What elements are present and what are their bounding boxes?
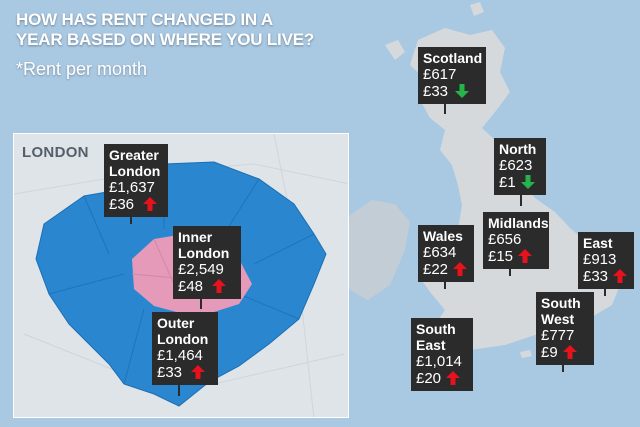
wales-label: Wales £634 £22 xyxy=(418,225,474,282)
scotland-name: Scotland xyxy=(423,50,483,66)
midlands-label: Midlands £656 £15 xyxy=(483,212,549,269)
north-change: £1 xyxy=(499,174,516,191)
arrow-up-icon xyxy=(518,249,532,263)
inner-london-label: Inner London £2,549 £48 xyxy=(173,226,241,299)
london-label: LONDON xyxy=(22,144,89,161)
east-pin xyxy=(604,284,606,296)
south-west-name-1: South xyxy=(541,295,581,311)
greater-london-label: Greater London £1,637 £36 xyxy=(104,144,168,217)
outer-london-pin xyxy=(178,382,180,396)
arrow-up-icon xyxy=(563,345,577,359)
title-line-2: YEAR BASED ON WHERE YOU LIVE? xyxy=(16,30,315,49)
south-east-name-2: East xyxy=(416,337,446,353)
scotland-pin xyxy=(444,102,446,114)
wales-name: Wales xyxy=(423,228,463,244)
arrow-down-icon xyxy=(521,175,535,189)
arrow-up-icon xyxy=(453,262,467,276)
midlands-rent: £656 xyxy=(488,231,522,248)
arrow-up-icon xyxy=(212,279,226,293)
east-name: East xyxy=(583,235,613,251)
north-name: North xyxy=(499,141,537,157)
greater-london-name-2: London xyxy=(109,163,161,179)
north-label: North £623 £1 xyxy=(494,138,546,195)
wales-pin xyxy=(444,277,446,289)
midlands-pin xyxy=(509,264,511,276)
outer-london-rent: £1,464 xyxy=(157,347,203,364)
south-west-name-2: West xyxy=(541,311,575,327)
inner-london-change: £48 xyxy=(178,278,204,295)
midlands-name: Midlands xyxy=(488,215,549,231)
arrow-up-icon xyxy=(191,365,205,379)
scotland-label: Scotland £617 £33 xyxy=(418,47,486,104)
arrow-down-icon xyxy=(455,84,469,98)
wales-rent: £634 xyxy=(423,244,457,261)
scotland-change: £33 xyxy=(423,83,449,100)
south-east-rent: £1,014 xyxy=(416,353,462,370)
south-east-label: South East £1,014 £20 xyxy=(411,318,473,391)
inner-london-rent: £2,549 xyxy=(178,261,224,278)
arrow-up-icon xyxy=(143,197,157,211)
inner-london-name-1: Inner xyxy=(178,229,213,245)
wales-change: £22 xyxy=(423,261,449,278)
south-west-pin xyxy=(562,362,564,372)
greater-london-name-1: Greater xyxy=(109,147,159,163)
south-west-label: South West £777 £9 xyxy=(536,292,594,365)
inner-london-pin xyxy=(200,295,202,309)
south-west-rent: £777 xyxy=(541,327,575,344)
arrow-up-icon xyxy=(446,371,460,385)
inner-london-name-2: London xyxy=(178,245,230,261)
outer-london-name-2: London xyxy=(157,331,209,347)
south-east-name-1: South xyxy=(416,321,456,337)
outer-london-label: Outer London £1,464 £33 xyxy=(152,312,218,385)
east-label: East £913 £33 xyxy=(578,232,634,289)
scotland-rent: £617 xyxy=(423,66,457,83)
title-line-1: HOW HAS RENT CHANGED IN A xyxy=(16,10,273,29)
east-rent: £913 xyxy=(583,251,617,268)
midlands-change: £15 xyxy=(488,248,514,265)
page-title: HOW HAS RENT CHANGED IN A YEAR BASED ON … xyxy=(16,10,314,50)
subtitle: *Rent per month xyxy=(16,59,148,79)
south-west-change: £9 xyxy=(541,344,558,361)
arrow-up-icon xyxy=(613,269,627,283)
greater-london-pin xyxy=(130,210,132,224)
south-east-change: £20 xyxy=(416,370,442,387)
north-pin xyxy=(520,194,522,206)
north-rent: £623 xyxy=(499,157,533,174)
east-change: £33 xyxy=(583,268,609,285)
greater-london-rent: £1,637 xyxy=(109,179,155,196)
outer-london-change: £33 xyxy=(157,364,183,381)
greater-london-change: £36 xyxy=(109,196,135,213)
outer-london-name-1: Outer xyxy=(157,315,195,331)
